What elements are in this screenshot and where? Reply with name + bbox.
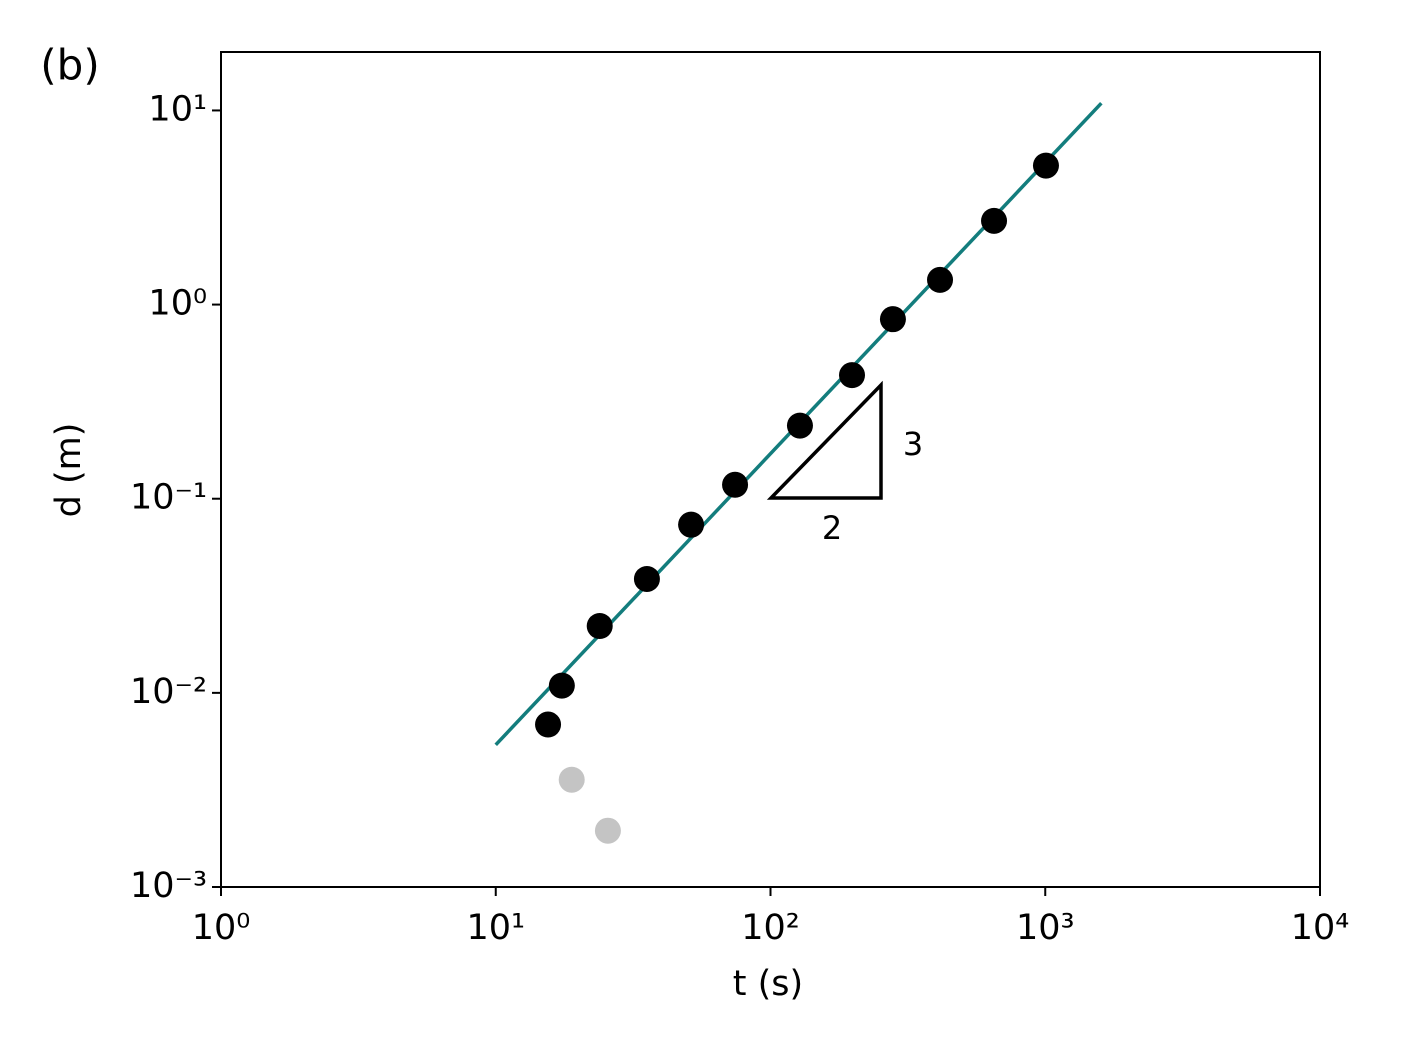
data-point (839, 362, 866, 389)
data-point (786, 412, 813, 439)
x-tick-label: 10² (741, 908, 800, 948)
data-point (1032, 152, 1059, 179)
x-tick-label: 10⁴ (1291, 908, 1350, 948)
y-tick-label: 10¹ (148, 89, 207, 129)
data-point (722, 471, 749, 498)
data-point (879, 306, 906, 333)
y-tick-label: 10⁻³ (130, 866, 207, 906)
data-point (927, 266, 954, 293)
x-tick-label: 10³ (1016, 908, 1075, 948)
data-point (981, 207, 1008, 234)
x-tick-label: 10¹ (466, 908, 525, 948)
y-tick-label: 10⁻² (130, 672, 207, 712)
data-point (548, 672, 575, 699)
x-tick-label: 10⁰ (192, 908, 251, 948)
y-tick-label: 10⁻¹ (130, 478, 207, 518)
y-tick-label: 10⁰ (148, 284, 207, 324)
x-axis-label: t (s) (733, 964, 803, 1004)
annotation: 2 (822, 509, 842, 547)
data-point (594, 817, 621, 844)
y-axis-label: d (m) (49, 423, 89, 518)
data-point (586, 613, 613, 640)
panel-label: (b) (40, 41, 99, 90)
annotation: 3 (903, 425, 923, 463)
data-point (558, 766, 585, 793)
data-point (535, 711, 562, 738)
slope-triangle (766, 380, 883, 500)
data-point (633, 565, 660, 592)
data-point (678, 511, 705, 538)
plot-frame (220, 51, 1321, 888)
